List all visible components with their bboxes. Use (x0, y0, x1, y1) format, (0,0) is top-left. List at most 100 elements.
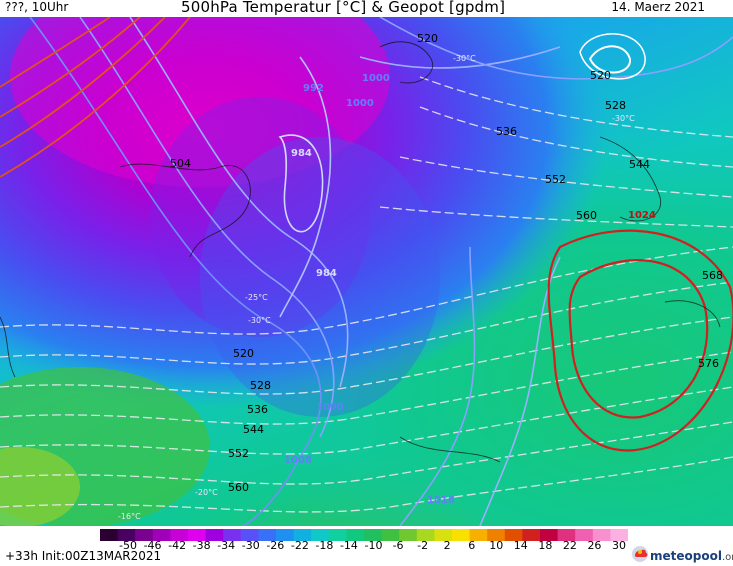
colorbar-tick-label: -30 (241, 539, 260, 552)
colorbar-swatch (399, 529, 418, 541)
pressure-label: 1000 (346, 98, 374, 109)
cold-core-pink (10, 17, 390, 187)
colorbar-swatch (258, 529, 277, 541)
pressure-label: 984 (316, 268, 337, 279)
geopot-label: 544 (629, 158, 650, 171)
geopot-label: 520 (233, 347, 254, 360)
pressure-label: 1016 (427, 495, 455, 506)
jet-stream-lines (0, 17, 191, 178)
meteopool-logo[interactable]: meteopool.org (650, 549, 733, 563)
colorbar-tick-label: -14 (339, 539, 358, 552)
geopot-label: 528 (605, 99, 626, 112)
colorbar-swatch (346, 529, 365, 541)
geopot-label: 536 (496, 125, 517, 138)
colorbar-tick-label: 30 (612, 539, 626, 552)
colorbar-swatch (293, 529, 312, 541)
weather-map: 520 520 504 528 536 544 552 560 568 576 … (0, 17, 733, 526)
temp-label: -25°C (245, 293, 268, 302)
colorbar-swatch (170, 529, 189, 541)
colorbar-swatch (152, 529, 171, 541)
colorbar-swatch (364, 529, 383, 541)
logo-suffix-text: .org (721, 552, 733, 563)
high-pressure-contour (547, 229, 733, 452)
geopot-label: 552 (545, 173, 566, 186)
coastlines (0, 41, 721, 463)
logo-main-text: meteopool (650, 549, 722, 563)
temperature-labels: -30°C -30°C -30°C -25°C -20°C -16°C (118, 54, 635, 521)
pressure-label: 1000 (316, 402, 344, 413)
colorbar-tick-label: -38 (192, 539, 211, 552)
temp-label: -16°C (118, 512, 141, 521)
init-time-label: +33h Init:00Z13MAR2021 (5, 549, 162, 563)
cold-core-violet (150, 97, 370, 337)
colorbar-swatch (540, 529, 559, 541)
colorbar-tick-label: 2 (443, 539, 451, 552)
geopot-label: 504 (170, 157, 191, 170)
colorbar-swatch (610, 529, 628, 541)
colorbar-swatch (205, 529, 224, 541)
colorbar-tick-label: 14 (513, 539, 528, 552)
colorbar-swatch (575, 529, 594, 541)
geopot-label: 552 (228, 447, 249, 460)
colorbar-swatch (504, 529, 523, 541)
colorbar-swatch (452, 529, 471, 541)
geopot-label: 544 (243, 423, 264, 436)
geopot-label: 536 (247, 403, 268, 416)
colorbar-tick-label: 10 (489, 539, 504, 552)
header-bar: ???, 10Uhr 500hPa Temperatur [°C] & Geop… (0, 0, 733, 17)
valid-day-label: ???, 10Uhr (5, 0, 69, 14)
pressure-labels: 1000 1000 992 984 984 1000 1008 1016 102… (284, 73, 656, 506)
colorbar-tick-label: 22 (562, 539, 577, 552)
colorbar-swatch (328, 529, 347, 541)
colorbar-swatch (276, 529, 295, 541)
temp-label: -30°C (612, 114, 635, 123)
colorbar-swatch (557, 529, 576, 541)
meteopool-logo-icon (632, 546, 648, 562)
colorbar-swatch (434, 529, 453, 541)
colorbar-tick-label: 26 (587, 539, 602, 552)
pressure-label: 992 (303, 83, 324, 94)
colorbar-swatch (117, 529, 136, 541)
colorbar-tick-label: 18 (538, 539, 553, 552)
pressure-isobars (29, 17, 733, 526)
colorbar-tick-label: -42 (168, 539, 187, 552)
temp-label: -30°C (453, 54, 476, 63)
colorbar-tick-label: 6 (468, 539, 476, 552)
colorbar-tick-label: -22 (290, 539, 309, 552)
geopot-label: 528 (250, 379, 271, 392)
valid-date-label: 14. Maerz 2021 (611, 0, 705, 14)
colorbar-tick-label: -34 (217, 539, 236, 552)
chart-title: 500hPa Temperatur [°C] & Geopot [gpdm] (181, 0, 506, 16)
pressure-label: 1008 (284, 455, 312, 466)
pressure-label: 1024 (628, 210, 656, 221)
geopotential-contours (0, 76, 733, 513)
geopot-label: 560 (576, 209, 597, 222)
geopot-label: 568 (702, 269, 723, 282)
colorbar-tick-label: -2 (417, 539, 429, 552)
colorbar-swatch (240, 529, 259, 541)
colorbar-swatch (416, 529, 435, 541)
geopot-label: 576 (698, 357, 719, 370)
geopot-label: 520 (417, 32, 438, 45)
colorbar-swatch (487, 529, 506, 541)
colorbar-swatch (592, 529, 611, 541)
temp-label: -30°C (248, 316, 271, 325)
geopot-labels: 520 520 504 528 536 544 552 560 568 576 … (170, 32, 723, 494)
colorbar-labels: -50 -46 -42 -38 -34 -30 -26 -22 -18 -14 -10 -6 -2 2 6 1… (0, 539, 733, 553)
pressure-label: 1000 (362, 73, 390, 84)
colorbar-swatch (188, 529, 207, 541)
colorbar-tick-label: -18 (315, 539, 334, 552)
colorbar-swatches (100, 529, 628, 541)
colorbar-swatch (311, 529, 330, 541)
colorbar-tick-label: -26 (266, 539, 285, 552)
colorbar-tick-label: -46 (143, 539, 162, 552)
geopot-label: 520 (590, 69, 611, 82)
temp-label: -20°C (195, 488, 218, 497)
colorbar-swatch (100, 529, 119, 541)
colorbar-swatch (223, 529, 242, 541)
colorbar-swatch (469, 529, 488, 541)
geopot-label: 560 (228, 481, 249, 494)
colorbar-swatch (381, 529, 400, 541)
colorbar-tick-label: -50 (119, 539, 137, 552)
pressure-label: 984 (291, 148, 312, 159)
